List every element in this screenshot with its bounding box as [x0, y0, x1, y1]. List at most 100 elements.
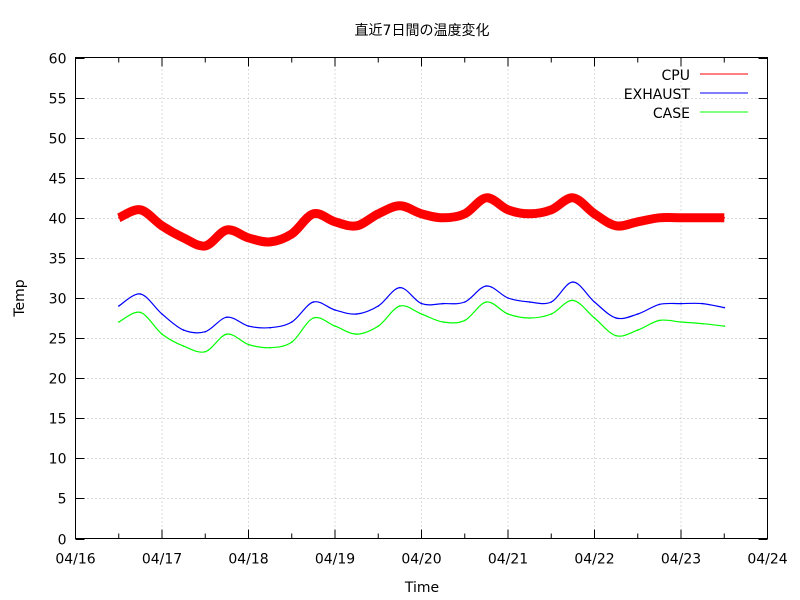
data-point-exhaust [291, 321, 293, 323]
data-point-exhaust [161, 313, 163, 315]
chart-title: 直近7日間の温度変化 [355, 22, 490, 39]
data-point-cpu [637, 221, 639, 223]
legend-label-exhaust: EXHAUST [624, 87, 691, 103]
data-point-exhaust [399, 286, 401, 289]
legend: CPU EXHAUST CASE [624, 68, 748, 122]
x-axis-title: Time [404, 580, 439, 596]
data-point-exhaust [550, 301, 553, 303]
data-point-exhaust [507, 297, 509, 299]
data-point-exhaust [615, 317, 617, 319]
series-lines [116, 193, 726, 353]
data-point-case [464, 319, 466, 322]
data-point-case [637, 329, 639, 331]
x-tick-label: 04/19 [315, 552, 355, 568]
data-point-cpu [550, 209, 553, 211]
data-point-exhaust [377, 305, 380, 307]
data-point-cpu [723, 217, 726, 219]
y-tick-label: 50 [49, 132, 67, 148]
data-point-cpu [485, 197, 488, 199]
data-point-exhaust [355, 313, 358, 315]
data-point-cpu [658, 217, 661, 219]
y-tick-label: 35 [49, 252, 67, 268]
data-point-case [528, 317, 531, 319]
data-point-case [161, 333, 163, 335]
data-point-case [701, 322, 704, 325]
y-tick-label: 0 [58, 533, 67, 549]
data-point-cpu [182, 237, 185, 239]
data-point-cpu [377, 213, 380, 215]
data-point-exhaust [528, 301, 531, 303]
x-tick-label: 04/16 [55, 552, 95, 568]
data-point-cpu [355, 225, 358, 227]
data-point-exhaust [485, 285, 488, 287]
data-point-case [139, 311, 142, 314]
data-point-cpu [399, 205, 401, 207]
data-point-case [572, 299, 574, 302]
data-point-exhaust [182, 329, 185, 331]
legend-label-cpu: CPU [662, 68, 690, 84]
data-point-exhaust [723, 306, 726, 309]
ticks [75, 57, 768, 540]
data-point-cpu [312, 213, 315, 215]
data-point-case [680, 321, 682, 323]
y-tick-label: 45 [49, 172, 67, 188]
data-point-exhaust [269, 326, 271, 329]
data-point-cpu [334, 221, 336, 223]
data-point-exhaust [593, 301, 596, 303]
data-point-cpu [701, 217, 704, 219]
x-tick-label: 04/20 [401, 552, 441, 568]
tick-labels: 0 5 10 15 20 25 30 35 40 45 50 55 60 04/16 04/17 04/18 0… [49, 52, 788, 568]
data-point-exhaust [572, 281, 574, 283]
data-point-case [334, 325, 336, 327]
data-point-case [485, 301, 488, 303]
data-point-exhaust [680, 302, 682, 305]
data-point-cpu [226, 229, 228, 231]
data-point-case [442, 321, 444, 323]
data-point-exhaust [442, 302, 444, 305]
data-point-cpu [204, 245, 207, 247]
x-tick-label: 04/23 [661, 552, 701, 568]
data-point-exhaust [118, 305, 120, 307]
y-tick-label: 55 [49, 92, 67, 108]
y-tick-label: 60 [49, 52, 67, 68]
data-point-exhaust [247, 325, 250, 327]
data-point-exhaust [204, 330, 207, 333]
legend-label-case: CASE [653, 106, 690, 122]
data-point-cpu [680, 217, 682, 219]
x-tick-label: 04/21 [488, 552, 528, 568]
x-tick-label: 04/17 [142, 552, 182, 568]
data-point-exhaust [312, 301, 315, 303]
data-point-cpu [118, 217, 120, 219]
data-point-exhaust [658, 303, 661, 306]
data-point-cpu [464, 213, 466, 215]
data-point-cpu [247, 237, 250, 239]
y-tick-label: 10 [49, 452, 67, 468]
y-tick-label: 5 [58, 492, 67, 508]
data-point-case [204, 350, 207, 353]
data-point-cpu [615, 225, 617, 227]
data-point-cpu [139, 209, 142, 211]
data-point-case [593, 317, 596, 319]
data-point-case [182, 345, 185, 347]
data-point-exhaust [637, 313, 639, 315]
data-point-case [615, 334, 617, 337]
x-tick-label: 04/18 [228, 552, 268, 568]
data-point-case [723, 325, 726, 327]
x-tick-label: 04/24 [747, 552, 787, 568]
y-tick-label: 20 [49, 372, 67, 388]
data-point-cpu [161, 225, 163, 227]
data-point-cpu [507, 209, 509, 211]
data-point-case [247, 343, 250, 346]
data-point-case [420, 313, 423, 315]
data-point-cpu [572, 197, 574, 199]
data-point-exhaust [334, 309, 336, 311]
y-tick-label: 15 [49, 412, 67, 428]
data-point-cpu [269, 241, 271, 243]
data-point-case [312, 317, 315, 319]
data-point-exhaust [420, 302, 423, 305]
y-axis-title: Temp [12, 279, 28, 317]
x-tick-label: 04/22 [574, 552, 614, 568]
data-point-exhaust [139, 293, 142, 295]
data-point-case [550, 313, 553, 315]
